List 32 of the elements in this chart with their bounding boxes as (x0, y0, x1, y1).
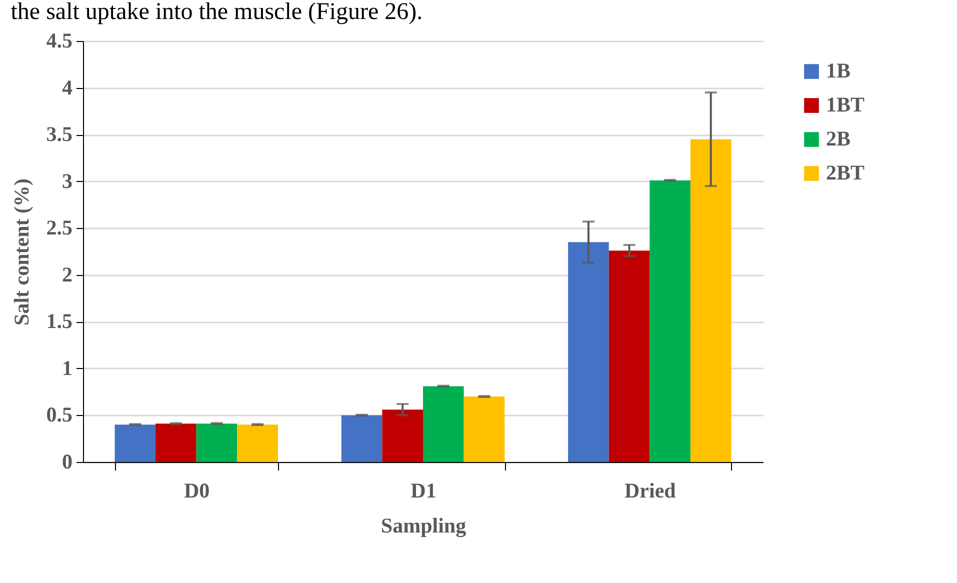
bar (196, 424, 238, 462)
bar (423, 386, 464, 462)
bar (382, 410, 423, 462)
y-axis-title: Salt content (%) (9, 178, 34, 326)
y-tick-label: 2.5 (46, 216, 72, 240)
y-tick-label: 0 (62, 450, 72, 474)
y-tick-label: 3 (62, 168, 72, 193)
bar (568, 242, 609, 462)
bar (156, 424, 196, 462)
x-axis-title: Sampling (380, 514, 467, 538)
y-tick-label: 3.5 (46, 122, 72, 146)
y-tick-label: 4.5 (46, 28, 72, 52)
x-tick-label: D1 (410, 478, 436, 502)
bar (114, 424, 156, 462)
bar (650, 180, 690, 462)
x-tick-label: D0 (184, 478, 210, 502)
legend-label: 2B (826, 126, 851, 150)
text: the salt uptake into the muscle (Figure 26). (10, 0, 423, 25)
y-tick-label: 2 (62, 262, 72, 286)
y-tick-label: 1 (62, 356, 72, 380)
legend-label: 1B (826, 58, 851, 82)
bar (341, 415, 382, 462)
legend-label: 1BT (826, 92, 865, 116)
bar (608, 250, 650, 462)
y-tick-label: 4 (62, 75, 73, 100)
x-tick-label: Dried (624, 478, 676, 502)
legend-label: 2BT (826, 160, 865, 184)
bar (237, 424, 278, 462)
y-tick-label: 0.5 (46, 402, 72, 427)
y-tick-label: 1.5 (46, 309, 72, 334)
bar (464, 396, 505, 462)
bar (690, 139, 732, 462)
